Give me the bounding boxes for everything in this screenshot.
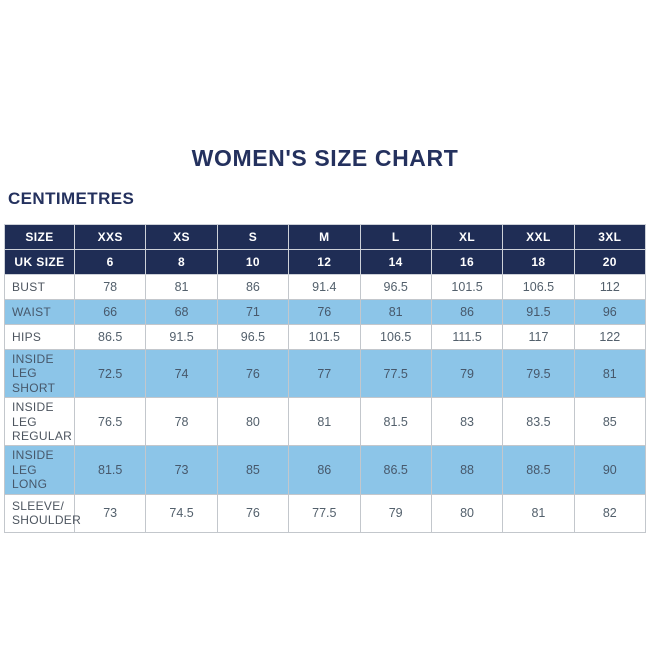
measurement-cell: 91.4 xyxy=(288,274,361,300)
page-title: WOMEN'S SIZE CHART xyxy=(191,145,459,171)
measurement-cell: 86 xyxy=(430,299,504,325)
size-header-cell: 20 xyxy=(573,249,647,275)
measurement-cell: 86 xyxy=(216,274,290,300)
measurement-cell: 81 xyxy=(573,348,647,399)
size-header-cell: L xyxy=(359,224,432,250)
measurement-cell: 79 xyxy=(359,493,432,533)
size-chart-head: SIZE XXS XS S M L XL XXL 3XL UK SIZE 6 8 10 12 14 16 18 2… xyxy=(4,224,647,275)
measurement-cell: 96 xyxy=(573,299,647,325)
measurement-cell: 78 xyxy=(145,397,218,447)
measurement-row-label: BUST xyxy=(4,274,75,300)
measurement-cell: 96.5 xyxy=(216,324,290,350)
measurement-row-label: INSIDE LEG REGULAR xyxy=(4,397,75,447)
size-chart-header-row: SIZE XXS XS S M L XL XXL 3XL xyxy=(4,224,647,250)
measurement-cell: 81 xyxy=(288,397,361,447)
measurement-cell: 85 xyxy=(216,445,290,495)
header-row-label: UK SIZE xyxy=(4,249,75,275)
measurement-cell: 106.5 xyxy=(502,274,575,300)
size-header-cell: 12 xyxy=(288,249,361,275)
measurement-cell: 91.5 xyxy=(145,324,218,350)
measurement-cell: 81 xyxy=(502,493,575,533)
measurement-cell: 81.5 xyxy=(73,445,147,495)
size-chart-page: WOMEN'S SIZE CHART CENTIMETRES SIZE XXS XS… xyxy=(0,145,650,533)
measurement-cell: 90 xyxy=(573,445,647,495)
size-chart-table: SIZE XXS XS S M L XL XXL 3XL UK SIZE 6 8 10 12 14 16 18 2… xyxy=(4,224,647,533)
measurement-cell: 77.5 xyxy=(359,348,432,399)
measurement-cell: 86.5 xyxy=(359,445,432,495)
measurement-row-label: INSIDE LEG SHORT xyxy=(4,348,75,399)
measurement-cell: 73 xyxy=(145,445,218,495)
measurement-cell: 77.5 xyxy=(288,493,361,533)
measurement-row: INSIDE LEG SHORT 72.5 74 76 77 77.5 79 79.5 81 xyxy=(4,348,647,399)
measurement-cell: 82 xyxy=(573,493,647,533)
size-header-cell: 18 xyxy=(502,249,575,275)
measurement-cell: 76 xyxy=(216,348,290,399)
measurement-cell: 66 xyxy=(73,299,147,325)
measurement-cell: 88.5 xyxy=(502,445,575,495)
measurement-row: SLEEVE/ SHOULDER 73 74.5 76 77.5 79 80 81 82 xyxy=(4,493,647,533)
measurement-row: WAIST 66 68 71 76 81 86 91.5 96 xyxy=(4,299,647,325)
measurement-cell: 83.5 xyxy=(502,397,575,447)
measurement-cell: 81 xyxy=(359,299,432,325)
size-chart-body: BUST 78 81 86 91.4 96.5 101.5 106.5 112 WAIST 66 68… xyxy=(4,274,647,533)
measurement-row: HIPS 86.5 91.5 96.5 101.5 106.5 111.5 117 122 xyxy=(4,324,647,350)
measurement-row-label: HIPS xyxy=(4,324,75,350)
measurement-cell: 81 xyxy=(145,274,218,300)
measurement-cell: 86 xyxy=(288,445,361,495)
measurement-cell: 76 xyxy=(288,299,361,325)
measurement-cell: 122 xyxy=(573,324,647,350)
measurement-cell: 86.5 xyxy=(73,324,147,350)
measurement-cell: 83 xyxy=(430,397,504,447)
measurement-cell: 76 xyxy=(216,493,290,533)
size-header-cell: 6 xyxy=(73,249,147,275)
size-header-cell: XXS xyxy=(73,224,147,250)
measurement-row-label: SLEEVE/ SHOULDER xyxy=(4,493,81,533)
size-chart-header-row: UK SIZE 6 8 10 12 14 16 18 20 xyxy=(4,249,647,275)
measurement-cell: 74 xyxy=(145,348,218,399)
measurement-cell: 85 xyxy=(573,397,647,447)
measurement-cell: 101.5 xyxy=(288,324,361,350)
measurement-cell: 112 xyxy=(573,274,647,300)
measurement-row-label: WAIST xyxy=(4,299,75,325)
measurement-cell: 68 xyxy=(145,299,218,325)
measurement-cell: 80 xyxy=(216,397,290,447)
size-header-cell: S xyxy=(216,224,290,250)
measurement-cell: 77 xyxy=(288,348,361,399)
header-row-label: SIZE xyxy=(4,224,75,250)
measurement-cell: 101.5 xyxy=(430,274,504,300)
size-header-cell: 8 xyxy=(145,249,218,275)
measurement-cell: 73 xyxy=(73,493,147,533)
size-header-cell: 14 xyxy=(359,249,432,275)
size-header-cell: XXL xyxy=(502,224,575,250)
measurement-cell: 76.5 xyxy=(73,397,147,447)
measurement-row: INSIDE LEG LONG 81.5 73 85 86 86.5 88 88.5 90 xyxy=(4,445,647,495)
measurement-cell: 91.5 xyxy=(502,299,575,325)
measurement-cell: 72.5 xyxy=(73,348,147,399)
measurement-row: BUST 78 81 86 91.4 96.5 101.5 106.5 112 xyxy=(4,274,647,300)
measurement-cell: 79.5 xyxy=(502,348,575,399)
measurement-cell: 79 xyxy=(430,348,504,399)
measurement-cell: 96.5 xyxy=(359,274,432,300)
unit-heading: CENTIMETRES xyxy=(8,189,135,208)
size-header-cell: 16 xyxy=(430,249,504,275)
measurement-cell: 71 xyxy=(216,299,290,325)
measurement-cell: 111.5 xyxy=(430,324,504,350)
measurement-cell: 74.5 xyxy=(145,493,218,533)
measurement-cell: 80 xyxy=(430,493,504,533)
size-header-cell: XL xyxy=(430,224,504,250)
measurement-cell: 88 xyxy=(430,445,504,495)
size-header-cell: M xyxy=(288,224,361,250)
measurement-row-label: INSIDE LEG LONG xyxy=(4,445,75,495)
size-header-cell: 10 xyxy=(216,249,290,275)
measurement-cell: 117 xyxy=(502,324,575,350)
size-header-cell: 3XL xyxy=(573,224,647,250)
measurement-row: INSIDE LEG REGULAR 76.5 78 80 81 81.5 83 83.5 85 xyxy=(4,397,647,447)
measurement-cell: 81.5 xyxy=(359,397,432,447)
measurement-cell: 78 xyxy=(73,274,147,300)
measurement-cell: 106.5 xyxy=(359,324,432,350)
size-header-cell: XS xyxy=(145,224,218,250)
